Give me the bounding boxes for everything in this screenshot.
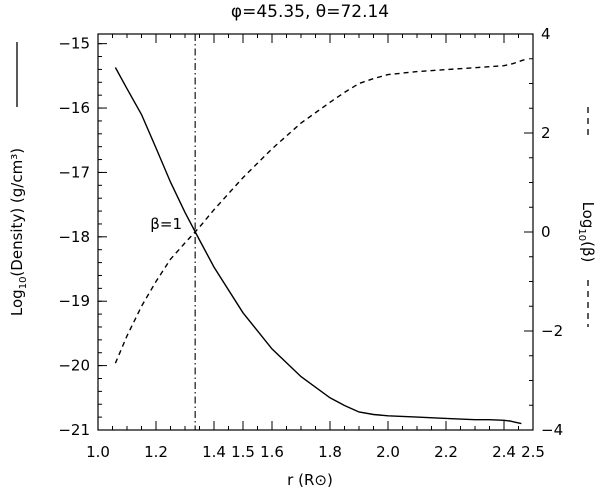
left-y-tick-label: −18 <box>58 228 90 246</box>
annotation-layer: β=1 <box>150 34 196 430</box>
density-series-line <box>114 67 522 425</box>
x-tick-label: 1.4 <box>202 443 226 461</box>
right-y-tick-label: −4 <box>541 421 563 439</box>
right-y-axis-label: Log10(β) <box>576 202 597 263</box>
x-tick-label: 1.2 <box>144 443 168 461</box>
left-y-tick-label: −15 <box>58 35 90 53</box>
x-tick-label: 2.5 <box>521 443 545 461</box>
left-y-tick-label: −19 <box>58 292 90 310</box>
right-y-tick-label: 4 <box>541 25 551 43</box>
left-y-tick-label: −16 <box>58 99 90 117</box>
series-layer <box>114 58 528 425</box>
x-tick-label: 1.8 <box>318 443 342 461</box>
right-y-tick-label: 2 <box>541 124 551 142</box>
x-axis: 1.0 1.2 1.4 1.5 1.6 1.8 2.0 2.2 2.4 2.5 <box>86 34 545 461</box>
left-axis-label-group: Log10(Density) (g/cm³) <box>8 42 29 316</box>
left-y-tick-label: −20 <box>58 357 90 375</box>
left-y-axis-label: Log10(Density) (g/cm³) <box>8 148 29 316</box>
left-y-axis: −21 −20 −19 −18 −17 −16 −15 <box>58 35 107 439</box>
x-tick-label: 1.5 <box>231 443 255 461</box>
x-axis-label: r (R⊙) <box>287 471 333 489</box>
beta-series-line <box>114 58 528 364</box>
right-y-tick-label: −2 <box>541 322 563 340</box>
beta-one-annotation: β=1 <box>150 215 182 233</box>
right-axis-label-group: Log10(β) <box>576 107 597 327</box>
right-y-tick-label: 0 <box>541 223 551 241</box>
x-tick-label: 1.0 <box>86 443 110 461</box>
x-tick-label: 2.2 <box>434 443 458 461</box>
chart-title: φ=45.35, θ=72.14 <box>231 2 389 22</box>
right-y-axis: −4 −2 0 2 4 <box>524 25 563 439</box>
x-tick-label: 2.0 <box>376 443 400 461</box>
left-y-tick-label: −17 <box>58 163 90 181</box>
x-tick-label: 1.6 <box>260 443 284 461</box>
left-y-tick-label: −21 <box>58 421 90 439</box>
x-tick-label: 2.4 <box>492 443 516 461</box>
